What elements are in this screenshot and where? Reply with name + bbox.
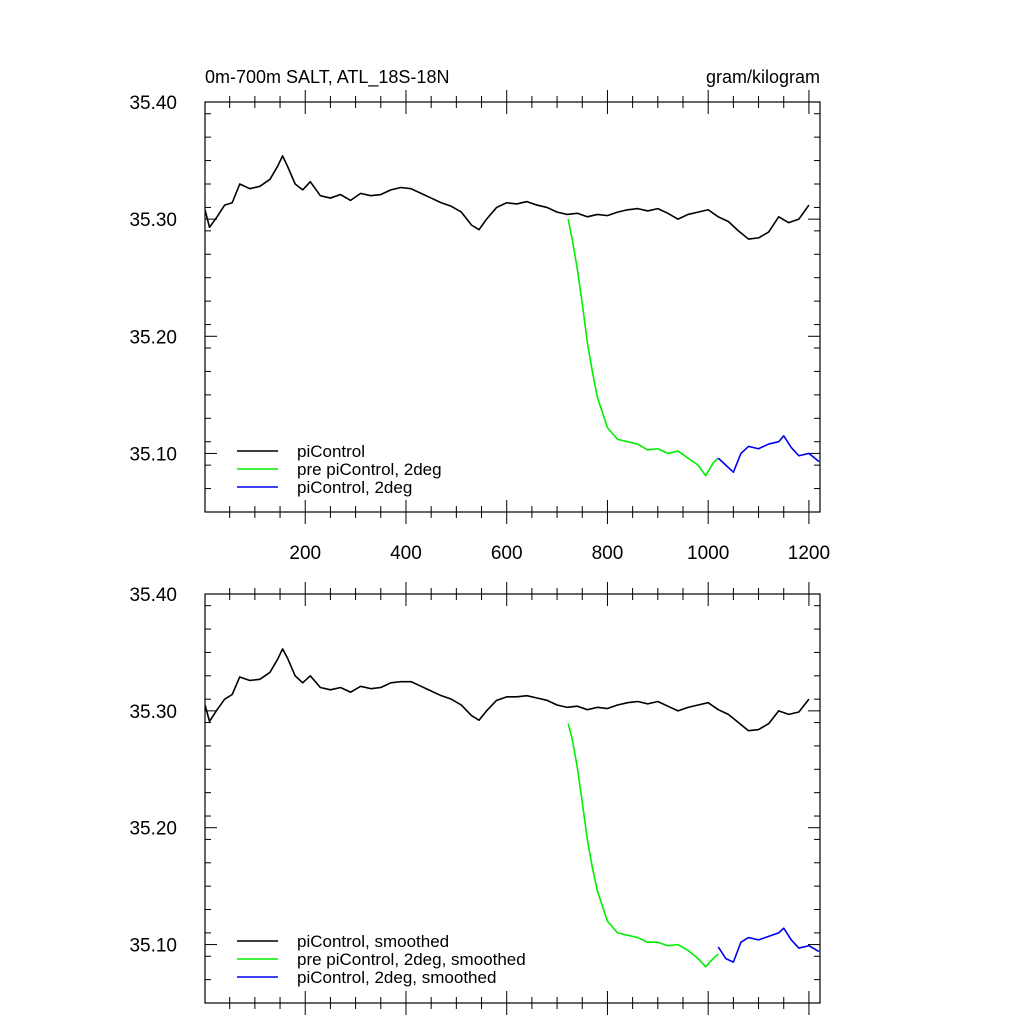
x-tick-label: 400 [390,543,422,564]
top-panel: 0m-700m SALT, ATL_18S-18N gram/kilogram … [129,67,830,564]
plot-frame [204,101,821,513]
panel-units: gram/kilogram [706,67,820,87]
y-tick-label: 35.10 [129,444,177,465]
y-tick-label: 35.20 [129,819,177,840]
x-tick-label: 800 [592,543,624,564]
panel-title: 0m-700m SALT, ATL_18S-18N [205,67,449,88]
y-tick-label: 35.30 [129,702,177,723]
series-line-0 [205,155,810,240]
legend-label: piControl [297,442,365,461]
legend-label: piControl, 2deg, smoothed [297,968,496,987]
legend-label: piControl, smoothed [297,932,449,951]
x-tick-label: 600 [491,543,523,564]
series-line-2 [717,927,820,963]
y-tick-label: 35.40 [129,93,177,114]
series-line-2 [717,435,820,473]
y-tick-label: 35.10 [129,936,177,957]
x-tick-label: 1200 [788,543,830,564]
x-tick-label: 200 [289,543,321,564]
y-tick-label: 35.20 [129,327,177,348]
series-line-1 [567,723,719,968]
plot-frame [204,593,821,1004]
legend-label: piControl, 2deg [297,478,412,497]
legend-label: pre piControl, 2deg, smoothed [297,950,526,969]
y-tick-label: 35.30 [129,210,177,231]
x-tick-label: 1000 [687,543,729,564]
y-tick-label: 35.40 [129,585,177,606]
series-line-0 [205,648,810,732]
legend-label: pre piControl, 2deg [297,460,442,479]
series-line-1 [567,218,719,477]
